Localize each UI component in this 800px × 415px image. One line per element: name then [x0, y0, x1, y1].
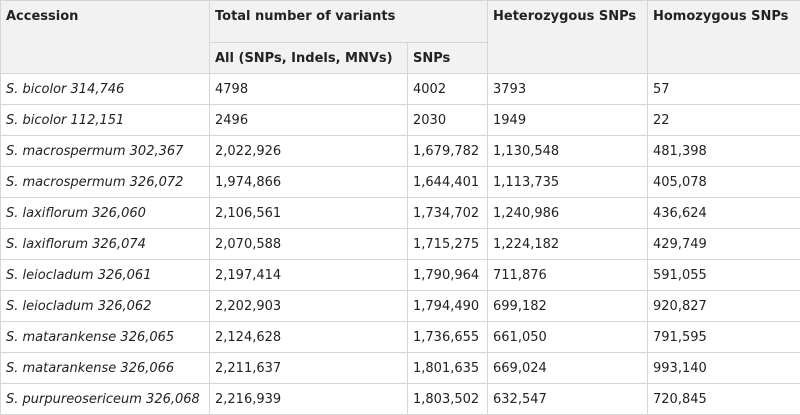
accession-cell: S. macrospermum 326,072 [1, 167, 210, 198]
heterozygous-snps-cell: 699,182 [488, 291, 648, 322]
accession-cell: S. leiocladum 326,062 [1, 291, 210, 322]
heterozygous-snps-cell: 3793 [488, 74, 648, 105]
homozygous-snps-cell: 436,624 [648, 198, 800, 229]
header-row-1: Accession Total number of variants Heter… [1, 1, 800, 43]
homozygous-snps-cell: 791,595 [648, 322, 800, 353]
accession-cell: S. leiocladum 326,061 [1, 260, 210, 291]
homozygous-snps-cell: 22 [648, 105, 800, 136]
homozygous-snps-cell: 993,140 [648, 353, 800, 384]
accession-header: Accession [1, 1, 210, 74]
heterozygous-snps-cell: 669,024 [488, 353, 648, 384]
snps-cell: 2030 [408, 105, 488, 136]
heterozygous-snps-cell: 1,240,986 [488, 198, 648, 229]
heterozygous-snps-cell: 661,050 [488, 322, 648, 353]
snps-cell: 1,736,655 [408, 322, 488, 353]
snps-cell: 4002 [408, 74, 488, 105]
homozygous-snps-cell: 591,055 [648, 260, 800, 291]
all-variants-cell: 2,216,939 [210, 384, 408, 415]
accession-cell: S. laxiflorum 326,074 [1, 229, 210, 260]
total-variants-header: Total number of variants [210, 1, 488, 43]
all-variants-cell: 2,070,588 [210, 229, 408, 260]
all-variants-cell: 2,211,637 [210, 353, 408, 384]
accession-cell: S. bicolor 314,746 [1, 74, 210, 105]
homozygous-snps-cell: 720,845 [648, 384, 800, 415]
homozygous-snps-header: Homozygous SNPs [648, 1, 800, 74]
snps-cell: 1,790,964 [408, 260, 488, 291]
homozygous-snps-cell: 405,078 [648, 167, 800, 198]
all-variants-cell: 4798 [210, 74, 408, 105]
accession-cell: S. laxiflorum 326,060 [1, 198, 210, 229]
heterozygous-snps-cell: 711,876 [488, 260, 648, 291]
accession-cell: S. matarankense 326,065 [1, 322, 210, 353]
heterozygous-snps-cell: 1949 [488, 105, 648, 136]
snps-cell: 1,644,401 [408, 167, 488, 198]
accession-cell: S. purpureosericeum 326,068 [1, 384, 210, 415]
snps-cell: 1,715,275 [408, 229, 488, 260]
heterozygous-snps-cell: 1,224,182 [488, 229, 648, 260]
homozygous-snps-cell: 481,398 [648, 136, 800, 167]
snps-cell: 1,803,502 [408, 384, 488, 415]
all-variants-cell: 2,106,561 [210, 198, 408, 229]
all-variants-header: All (SNPs, Indels, MNVs) [210, 43, 408, 74]
all-variants-cell: 1,974,866 [210, 167, 408, 198]
table-header: Accession Total number of variants Heter… [1, 1, 800, 74]
heterozygous-snps-header: Heterozygous SNPs [488, 1, 648, 74]
heterozygous-snps-cell: 1,113,735 [488, 167, 648, 198]
snps-cell: 1,801,635 [408, 353, 488, 384]
snps-header: SNPs [408, 43, 488, 74]
all-variants-cell: 2,124,628 [210, 322, 408, 353]
homozygous-snps-cell: 57 [648, 74, 800, 105]
homozygous-snps-cell: 429,749 [648, 229, 800, 260]
all-variants-cell: 2,022,926 [210, 136, 408, 167]
homozygous-snps-cell: 920,827 [648, 291, 800, 322]
all-variants-cell: 2,202,903 [210, 291, 408, 322]
heterozygous-snps-cell: 632,547 [488, 384, 648, 415]
snps-cell: 1,794,490 [408, 291, 488, 322]
all-variants-cell: 2496 [210, 105, 408, 136]
all-variants-cell: 2,197,414 [210, 260, 408, 291]
snps-cell: 1,679,782 [408, 136, 488, 167]
accession-cell: S. bicolor 112,151 [1, 105, 210, 136]
accession-cell: S. macrospermum 302,367 [1, 136, 210, 167]
accession-cell: S. matarankense 326,066 [1, 353, 210, 384]
heterozygous-snps-cell: 1,130,548 [488, 136, 648, 167]
snps-cell: 1,734,702 [408, 198, 488, 229]
